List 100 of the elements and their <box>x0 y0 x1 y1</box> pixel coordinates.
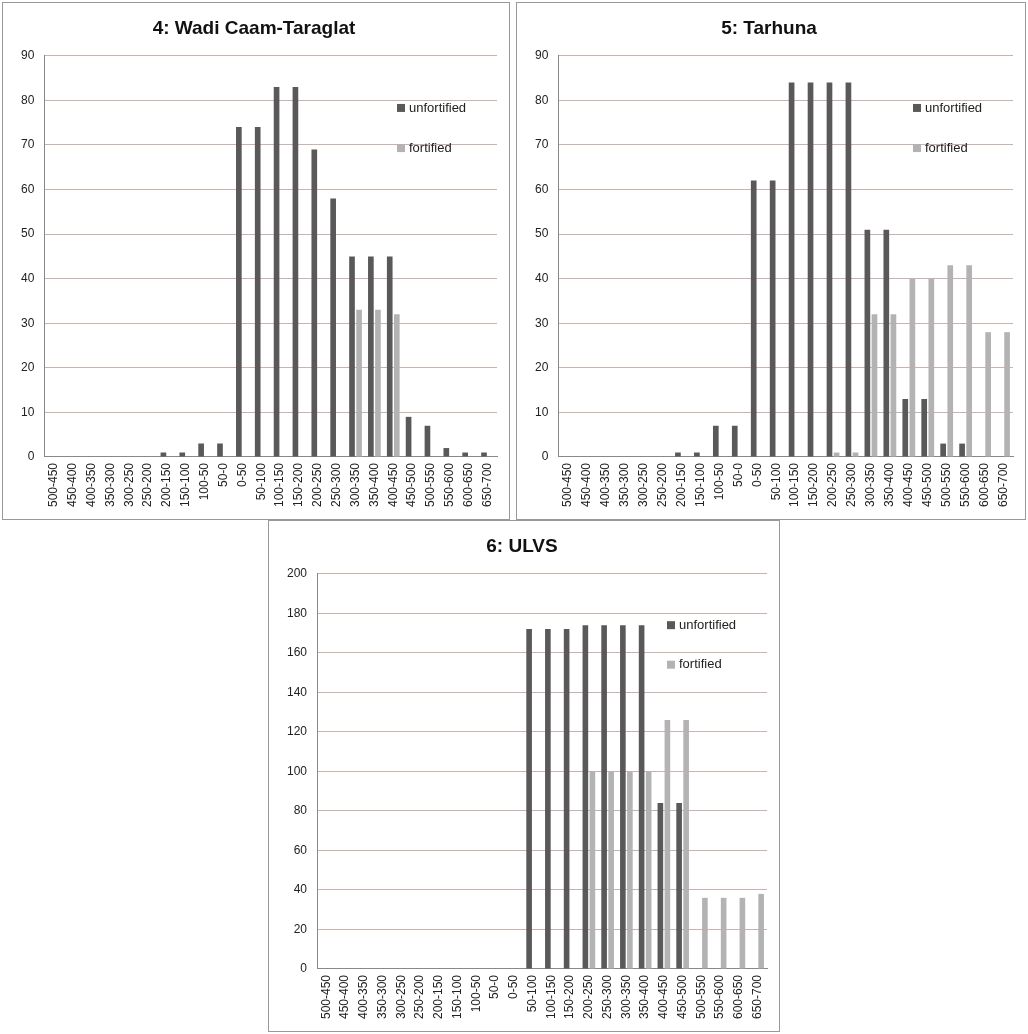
x-tick-label: 400-450 <box>385 462 400 508</box>
legend-label: fortified <box>679 656 722 672</box>
y-tick-label: 40 <box>293 882 308 897</box>
x-tick-label: 200-250 <box>310 462 325 508</box>
x-tick-label: 150-100 <box>692 462 707 508</box>
x-tick-label: 300-250 <box>121 462 136 508</box>
x-tick-label: 300-350 <box>618 974 633 1020</box>
x-tick-label: 350-300 <box>616 462 631 508</box>
y-tick-label: 10 <box>20 404 35 419</box>
x-tick-label: 450-400 <box>64 462 79 508</box>
bar <box>601 625 607 969</box>
legend-label: unfortified <box>679 616 737 632</box>
x-tick-label: 500-450 <box>318 974 333 1020</box>
x-tick-label: 400-350 <box>83 462 98 508</box>
x-tick-label: 200-250 <box>581 974 596 1020</box>
chart-title: 4: Wadi Caam-Taraglat <box>152 16 357 38</box>
legend-label: fortified <box>409 139 452 155</box>
x-tick-label: 300-250 <box>635 462 650 508</box>
x-tick-label: 100-150 <box>543 974 558 1020</box>
x-tick-label: 600-650 <box>461 462 476 508</box>
y-tick-label: 40 <box>534 270 549 285</box>
x-tick-label: 650-700 <box>479 462 494 508</box>
x-tick-label: 600-650 <box>976 462 991 508</box>
y-tick-label: 70 <box>20 137 35 152</box>
x-tick-label: 100-150 <box>272 462 287 508</box>
bar <box>620 625 626 969</box>
y-tick-label: 50 <box>534 226 549 241</box>
x-tick-label: 350-300 <box>374 974 389 1020</box>
bar <box>921 399 928 457</box>
bar <box>676 802 682 969</box>
bar <box>947 265 954 457</box>
bar <box>928 278 935 457</box>
x-tick-label: 50-0 <box>730 462 745 487</box>
x-tick-label: 450-500 <box>674 974 689 1020</box>
bar <box>702 897 708 969</box>
bar <box>393 314 400 457</box>
x-tick-label: 400-450 <box>901 462 916 508</box>
x-tick-label: 500-550 <box>423 462 438 508</box>
y-tick-label: 180 <box>286 605 308 620</box>
y-tick-label: 90 <box>534 48 549 63</box>
x-tick-label: 200-150 <box>159 462 174 508</box>
x-tick-label: 50-0 <box>215 462 230 487</box>
chart-title: 5: Tarhuna <box>721 16 818 38</box>
x-tick-label: 150-200 <box>291 462 306 508</box>
bar <box>375 309 381 457</box>
y-tick-label: 70 <box>534 137 549 152</box>
bar <box>526 629 532 969</box>
y-tick-label: 40 <box>20 270 35 285</box>
x-tick-label: 100-50 <box>196 462 211 501</box>
x-tick-label: 0-50 <box>234 462 249 487</box>
bar <box>356 309 362 457</box>
bar <box>386 256 393 457</box>
x-tick-label: 650-700 <box>995 462 1010 508</box>
x-tick-label: 300-250 <box>393 974 408 1020</box>
bar <box>217 443 223 457</box>
x-tick-label: 350-300 <box>102 462 117 508</box>
x-tick-label: 200-150 <box>431 974 446 1020</box>
bar <box>198 443 204 457</box>
x-tick-label: 500-550 <box>939 462 954 508</box>
y-tick-label: 0 <box>27 449 35 464</box>
y-tick-label: 20 <box>20 360 35 375</box>
y-tick-label: 0 <box>541 449 549 464</box>
y-tick-label: 60 <box>20 181 35 196</box>
y-tick-label: 140 <box>286 684 308 699</box>
x-tick-label: 450-400 <box>337 974 352 1020</box>
bar <box>731 425 738 457</box>
x-tick-label: 150-100 <box>178 462 193 508</box>
bar <box>683 720 689 969</box>
x-tick-label: 650-700 <box>749 974 764 1020</box>
x-tick-label: 300-350 <box>863 462 878 508</box>
x-tick-label: 100-150 <box>787 462 802 508</box>
y-tick-label: 100 <box>286 763 308 778</box>
bar <box>985 332 991 457</box>
y-tick-label: 80 <box>293 803 308 818</box>
bar <box>902 399 909 457</box>
x-tick-label: 200-250 <box>825 462 840 508</box>
y-tick-label: 30 <box>534 315 549 330</box>
x-tick-label: 200-150 <box>673 462 688 508</box>
y-tick-label: 0 <box>300 961 308 976</box>
x-tick-label: 50-100 <box>768 462 783 501</box>
x-tick-label: 0-50 <box>506 974 521 999</box>
bar <box>940 443 946 457</box>
x-tick-label: 500-450 <box>46 462 61 508</box>
x-tick-label: 450-500 <box>920 462 935 508</box>
bar <box>545 629 551 969</box>
x-tick-label: 550-600 <box>957 462 972 508</box>
bar <box>254 127 261 457</box>
bar <box>608 771 614 969</box>
x-tick-label: 500-450 <box>560 462 575 508</box>
bar <box>330 198 336 457</box>
y-tick-label: 20 <box>534 360 549 375</box>
x-tick-label: 450-400 <box>579 462 594 508</box>
x-tick-label: 350-400 <box>637 974 652 1020</box>
bar <box>966 265 973 457</box>
x-tick-label: 150-200 <box>562 974 577 1020</box>
x-tick-label: 600-650 <box>731 974 746 1020</box>
bar <box>750 180 757 457</box>
x-tick-label: 300-350 <box>347 462 362 508</box>
y-tick-label: 60 <box>293 842 308 857</box>
x-tick-label: 50-0 <box>487 974 502 999</box>
